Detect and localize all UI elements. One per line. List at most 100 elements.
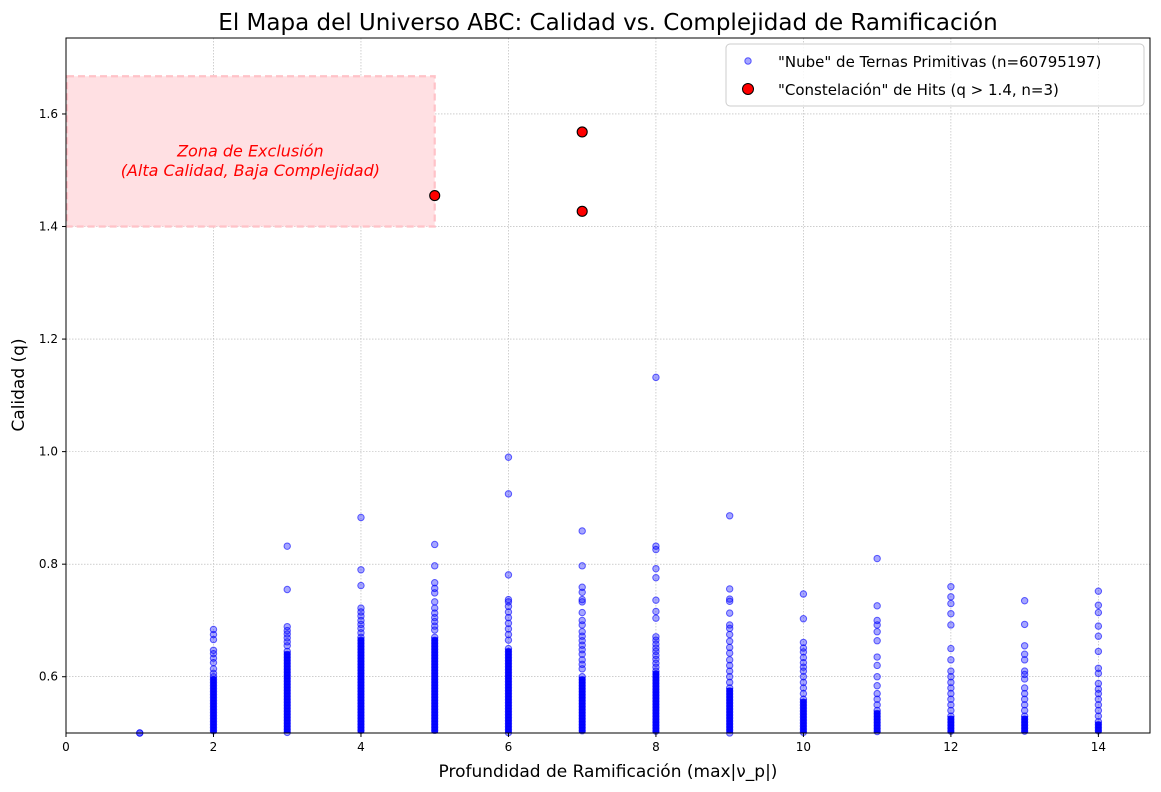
cloud-point [947,706,955,715]
cloud-point [1094,669,1103,678]
cloud-point [431,540,439,549]
cloud-point [431,598,439,606]
cloud-dense-column [800,699,807,733]
cloud-point [799,684,808,692]
cloud-point [873,701,881,709]
legend-marker-cloud [744,57,752,65]
cloud-point [725,512,734,520]
cloud-dense-column [210,676,217,733]
cloud-point [1094,712,1103,720]
cloud-point [357,620,365,629]
legend-box [725,43,1145,107]
cloud-point [1020,695,1029,703]
y-tick-label: 0.8 [39,557,58,571]
cloud-point [431,626,439,634]
cloud-point [947,599,955,608]
hits-series [429,126,588,217]
cloud-point [357,616,365,625]
cloud-point [947,673,955,681]
cloud-point [283,728,291,737]
cloud-point [1094,695,1103,703]
x-tick-label: 8 [652,740,660,754]
cloud-point [504,636,513,644]
x-tick-label: 4 [357,740,365,754]
cloud-point [873,637,881,645]
cloud-point [1020,701,1029,709]
cloud-point [504,571,513,579]
cloud-point [283,622,291,631]
cloud-point [873,554,881,563]
cloud-point [873,661,881,670]
chart-title: El Mapa del Universo ABC: Calidad vs. Co… [218,10,997,36]
legend-label-hits: "Constelación" de Hits (q > 1.4, n=3) [778,81,1059,99]
cloud-point [873,653,881,661]
cloud-point [357,566,365,574]
cloud-point [578,562,586,570]
cloud-point [947,689,955,698]
cloud-dense-column [652,671,660,733]
cloud-point [725,637,734,645]
cloud-point [652,651,660,660]
cloud-point [652,636,660,644]
cloud-point [652,614,660,622]
hit-point [429,190,441,202]
legend-marker-hits [742,83,754,95]
cloud-point [725,585,734,593]
hit-point [576,126,588,138]
cloud-point [725,595,734,603]
cloud-point [578,665,586,673]
cloud-point [652,647,660,656]
cloud-point [283,642,291,650]
cloud-point [504,608,513,616]
cloud-point [1094,706,1103,715]
cloud-point [1020,620,1029,629]
cloud-point [1094,689,1103,698]
cloud-point [1094,622,1103,630]
cloud-point [799,648,808,656]
cloud-point [1094,632,1103,640]
cloud-point [283,630,291,638]
cloud-point [504,625,513,633]
cloud-point [799,615,808,623]
cloud-point [652,545,660,554]
cloud-point [725,673,734,681]
cloud-point [283,542,291,550]
cloud-point [209,625,218,634]
cloud-point [725,624,734,633]
cloud-point [725,667,734,675]
cloud-point [799,689,808,698]
cloud-point [725,609,734,617]
cloud-point [504,602,513,611]
exclusion-zone-label-title: Zona de Exclusión [176,142,324,161]
cloud-point [652,373,660,382]
cloud-point [799,667,808,675]
cloud-point [504,630,513,639]
cloud-point [357,608,365,616]
cloud-point [947,593,955,601]
cloud-point [578,598,586,606]
cloud-point [1020,650,1029,658]
cloud-point [357,629,365,637]
cloud-point [725,678,734,687]
cloud-point [431,613,439,622]
cloud-dense-column [284,651,291,733]
cloud-point [431,589,439,597]
x-tick-label: 14 [1091,740,1106,754]
x-axis-title: Profundidad de Ramificación (max|ν_p|) [439,762,778,782]
cloud-point [1020,656,1029,664]
cloud-point [578,727,586,735]
cloud-point [578,621,586,629]
cloud-point [652,596,660,604]
cloud-point [1094,601,1103,609]
cloud-point [578,527,586,535]
cloud-point [799,653,808,662]
x-tick-label: 12 [943,740,958,754]
cloud-point [283,638,291,646]
cloud-point [799,678,808,687]
cloud-point [1094,647,1103,656]
cloud-point [357,581,365,590]
cloud-point [652,564,660,573]
cloud-point [873,628,881,636]
cloud-point [209,658,218,667]
